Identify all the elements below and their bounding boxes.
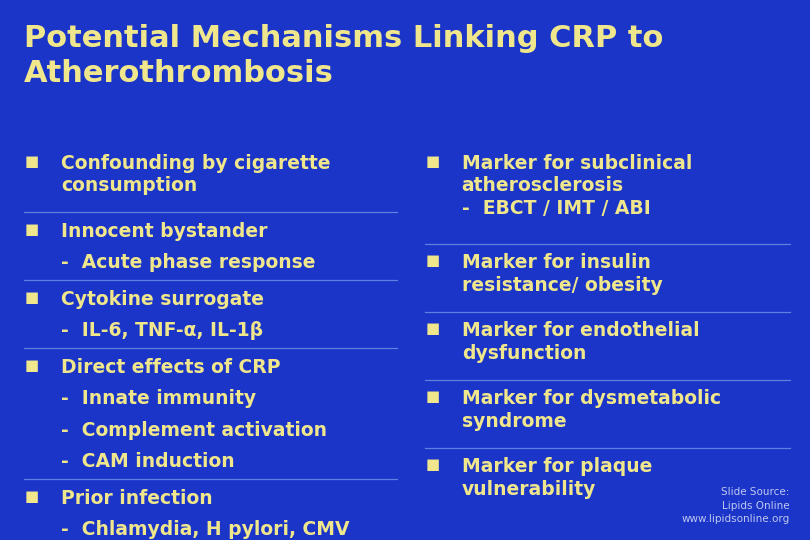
Text: -  CAM induction: - CAM induction [61, 452, 234, 471]
Text: ■: ■ [425, 253, 439, 268]
Text: -  IL-6, TNF-α, IL-1β: - IL-6, TNF-α, IL-1β [61, 321, 263, 340]
Text: ■: ■ [24, 358, 38, 373]
Text: -  Innate immunity: - Innate immunity [61, 389, 256, 408]
Text: ■: ■ [24, 489, 38, 504]
Text: Slide Source:
Lipids Online
www.lipidsonline.org: Slide Source: Lipids Online www.lipidson… [681, 488, 790, 524]
Text: ■: ■ [425, 389, 439, 404]
Text: Marker for subclinical
atherosclerosis
-  EBCT / IMT / ABI: Marker for subclinical atherosclerosis -… [462, 154, 692, 218]
Text: Marker for plaque
vulnerability: Marker for plaque vulnerability [462, 457, 652, 498]
Text: ■: ■ [425, 154, 439, 169]
Text: Marker for insulin
resistance/ obesity: Marker for insulin resistance/ obesity [462, 253, 663, 294]
Text: ■: ■ [24, 154, 38, 169]
Text: Confounding by cigarette
consumption: Confounding by cigarette consumption [61, 154, 330, 195]
Text: Innocent bystander: Innocent bystander [61, 222, 267, 241]
Text: Potential Mechanisms Linking CRP to
Atherothrombosis: Potential Mechanisms Linking CRP to Athe… [24, 24, 663, 88]
Text: Cytokine surrogate: Cytokine surrogate [61, 290, 264, 309]
Text: ■: ■ [425, 457, 439, 472]
Text: ■: ■ [24, 290, 38, 305]
Text: Prior infection: Prior infection [61, 489, 212, 508]
Text: ■: ■ [425, 321, 439, 336]
Text: ■: ■ [24, 222, 38, 237]
Text: -  Chlamydia, H pylori, CMV: - Chlamydia, H pylori, CMV [61, 520, 349, 539]
Text: Marker for dysmetabolic
syndrome: Marker for dysmetabolic syndrome [462, 389, 721, 430]
Text: -  Complement activation: - Complement activation [61, 421, 326, 440]
Text: Marker for endothelial
dysfunction: Marker for endothelial dysfunction [462, 321, 699, 362]
Text: -  Acute phase response: - Acute phase response [61, 253, 315, 272]
Text: Direct effects of CRP: Direct effects of CRP [61, 358, 280, 377]
